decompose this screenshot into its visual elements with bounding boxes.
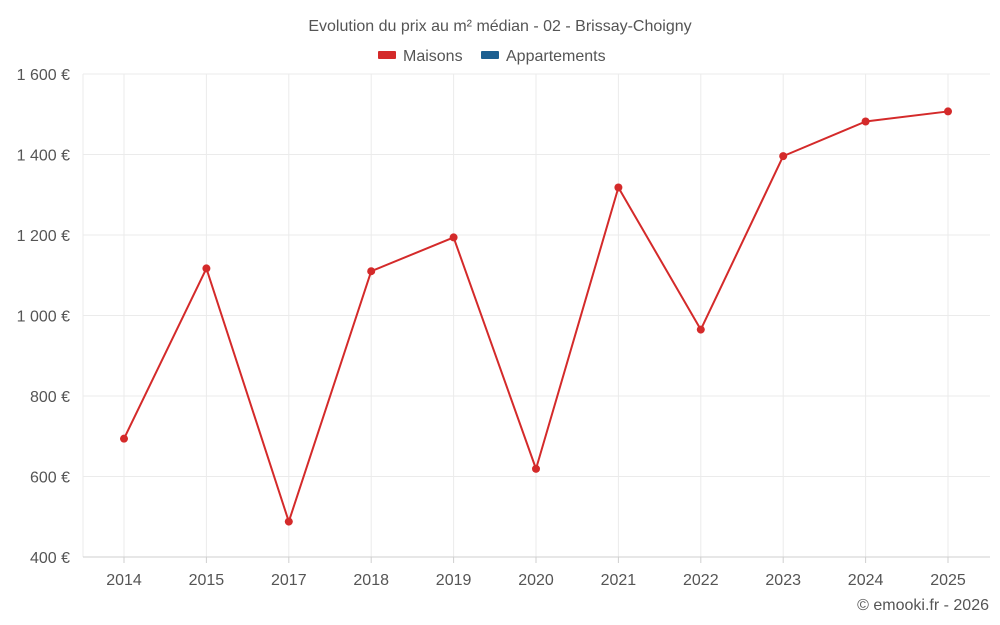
x-tick-label: 2020: [518, 572, 554, 589]
chart-credit: © emooki.fr - 2026: [857, 597, 989, 614]
data-point-maisons-2021[interactable]: [614, 183, 623, 192]
legend-item-maisons[interactable]: Maisons: [378, 48, 463, 65]
x-tick-label: 2018: [353, 572, 389, 589]
x-tick-label: 2025: [930, 572, 966, 589]
data-point-maisons-2024[interactable]: [861, 117, 870, 126]
y-tick-label: 1 000 €: [17, 309, 70, 326]
legend-swatch-appartements: [481, 51, 499, 59]
data-point-maisons-2023[interactable]: [779, 152, 788, 161]
data-point-maisons-2020[interactable]: [532, 464, 540, 473]
legend-label-maisons: Maisons: [403, 48, 463, 65]
y-tick-label: 800 €: [30, 389, 70, 406]
legend-swatch-maisons: [378, 51, 396, 59]
x-tick-label: 2015: [189, 572, 225, 589]
data-point-maisons-2019[interactable]: [449, 233, 458, 242]
chart-title: Evolution du prix au m² médian - 02 - Br…: [308, 18, 691, 35]
y-tick-label: 600 €: [30, 470, 70, 487]
y-tick-label: 1 600 €: [17, 67, 70, 84]
x-tick-label: 2014: [106, 572, 142, 589]
legend-item-appartements[interactable]: Appartements: [481, 48, 606, 65]
x-tick-label: 2022: [683, 572, 719, 589]
legend[interactable]: Maisons Appartements: [378, 48, 606, 65]
x-tick-label: 2021: [601, 572, 637, 589]
x-tick-label: 2019: [436, 572, 472, 589]
x-tick-label: 2023: [765, 572, 801, 589]
data-point-maisons-2022[interactable]: [696, 325, 705, 334]
data-point-maisons-2014[interactable]: [120, 434, 128, 443]
data-point-maisons-2018[interactable]: [367, 267, 376, 276]
x-axis: 2014 2015 2017 2018 2019 2020 2021 2022 2023 2024…: [83, 556, 990, 589]
series-layer: [120, 107, 952, 526]
y-axis: 400 € 600 € 800 € 1 000 € 1 200 € 1 400 € 1 60…: [17, 67, 70, 567]
grid: [82, 73, 990, 557]
y-tick-label: 1 400 €: [17, 148, 70, 165]
legend-label-appartements: Appartements: [506, 48, 606, 65]
data-point-maisons-2015[interactable]: [202, 264, 211, 273]
x-tick-label: 2024: [848, 572, 884, 589]
data-point-maisons-2025[interactable]: [944, 107, 952, 116]
x-tick-label: 2017: [271, 572, 307, 589]
data-point-maisons-2017[interactable]: [284, 517, 293, 526]
y-tick-label: 1 200 €: [17, 228, 70, 245]
y-tick-label: 400 €: [30, 550, 70, 567]
